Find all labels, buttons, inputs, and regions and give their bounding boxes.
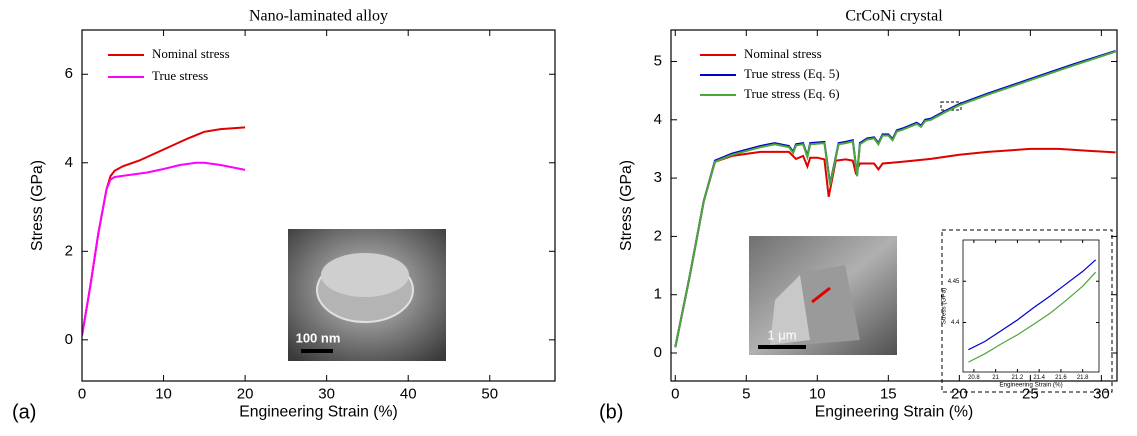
y-tick-label: 6: [65, 65, 73, 82]
y-tick-label: 2: [65, 242, 73, 259]
plot: 20.8 21 21.2 21.4 21.6 21.8 4.4 4.45 Engineering…: [940, 239, 1100, 388]
x-tick-label: 30: [318, 385, 335, 402]
y-tick-label: 4.4: [951, 320, 960, 326]
y-axis-label: Stress (GPa): [618, 160, 635, 251]
x-tick-label: 0: [671, 385, 679, 402]
x-tick-label: 21: [992, 375, 999, 381]
legend-label: True stress (Eq. 6): [744, 86, 840, 101]
line-series: [82, 126, 246, 336]
scale-bar-label: 100 nm: [296, 330, 341, 345]
x-tick-label: 40: [400, 385, 417, 402]
sem-image: 100 nm: [288, 229, 446, 361]
x-tick-label: 20: [951, 385, 968, 402]
y-tick-label: 5: [654, 52, 662, 69]
x-tick-label: 20: [237, 385, 254, 402]
scale-bar-label: 1 μm: [767, 327, 796, 342]
plot: 0 10 20 30 40 50 0 2 4 6 Engineering Strain (%) Str…: [12, 8, 556, 423]
inset-frame: [941, 229, 1113, 393]
chart-title: CrCoNi crystal: [845, 8, 943, 25]
legend-label: True stress (Eq. 5): [744, 66, 840, 81]
line-series: [968, 259, 1097, 351]
panel-label: (b): [599, 401, 623, 423]
chart-title: Nano-laminated alloy: [249, 8, 388, 25]
x-tick-label: 21.8: [1077, 375, 1089, 381]
y-axis-label: Stress (GPa): [29, 160, 46, 251]
line-series: [968, 271, 1097, 363]
x-tick-label: 21.4: [1033, 375, 1045, 381]
y-tick-label: 0: [65, 331, 73, 348]
axes-frame: [81, 29, 556, 382]
legend-label: Nominal stress: [152, 46, 230, 61]
line-series: [82, 161, 246, 336]
x-axis-label: Engineering Strain (%): [239, 404, 397, 421]
panel-label: (a): [12, 401, 36, 423]
x-tick-label: 25: [1022, 385, 1039, 402]
axes-frame: [670, 29, 1118, 382]
x-axis-label: Engineering Strain (%): [815, 404, 973, 421]
line-series: [674, 50, 1116, 348]
y-axis-label: Stress (GPa): [940, 288, 947, 324]
x-tick-label: 0: [78, 385, 86, 402]
x-tick-label: 30: [1093, 385, 1110, 402]
sem-image: 1 μm: [749, 236, 897, 355]
x-tick-label: 21.6: [1055, 375, 1067, 381]
x-tick-label: 15: [880, 385, 897, 402]
x-tick-label: 10: [809, 385, 826, 402]
y-tick-label: 1: [654, 286, 662, 303]
x-tick-label: 20.8: [968, 375, 980, 381]
y-tick-label: 3: [654, 169, 662, 186]
y-tick-label: 4.45: [948, 279, 960, 285]
legend-label: True stress: [152, 68, 208, 83]
plot: 0 5 10 15 20 25 30 0 1 2 3 4 5 Engineering Strain (%)…: [599, 8, 1118, 423]
y-tick-label: 4: [65, 154, 73, 171]
y-tick-label: 2: [654, 227, 662, 244]
x-tick-label: 21.2: [1012, 375, 1024, 381]
x-tick-label: 10: [155, 385, 172, 402]
y-tick-label: 4: [654, 111, 662, 128]
axes-frame: [962, 239, 1100, 373]
y-tick-label: 0: [654, 344, 662, 361]
line-series: [674, 147, 1116, 348]
legend-label: Nominal stress: [744, 46, 822, 61]
x-axis-label: Engineering Strain (%): [999, 381, 1062, 388]
x-tick-label: 50: [481, 385, 498, 402]
x-tick-label: 5: [742, 385, 750, 402]
